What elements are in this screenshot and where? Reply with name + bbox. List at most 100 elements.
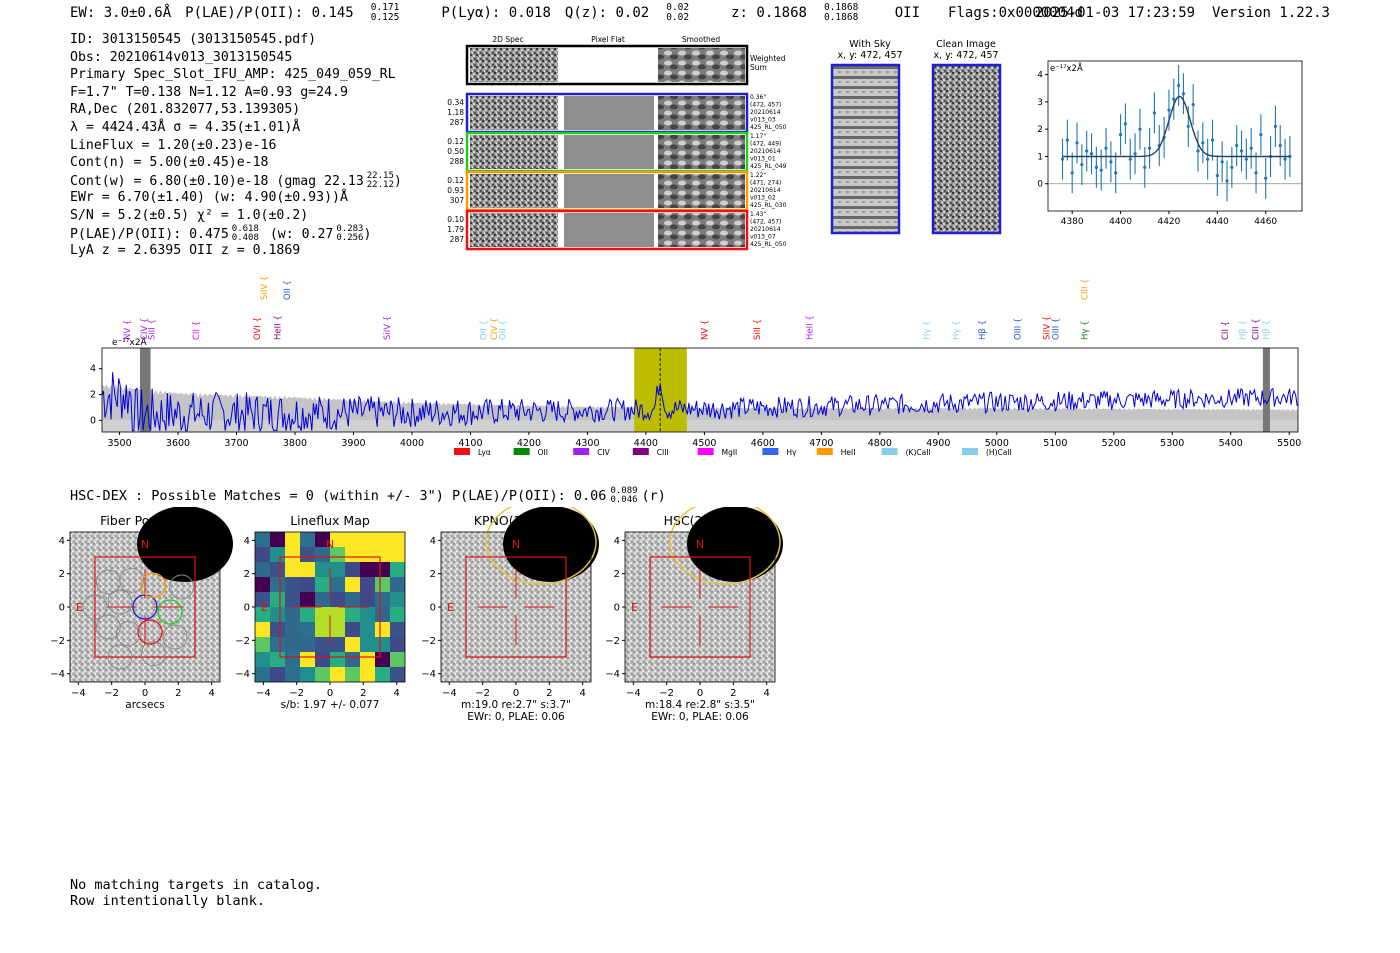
emission-line-label: NV { xyxy=(700,320,710,340)
flux-map-cell xyxy=(360,637,375,652)
zoom-point xyxy=(1273,124,1277,129)
emission-line-label: OII { xyxy=(499,320,509,340)
flux-map-cell xyxy=(330,592,345,607)
info-obs: Obs: 20210614v013_3013150545 xyxy=(70,49,293,65)
flux-map-cell xyxy=(315,547,330,562)
flux-map-cell xyxy=(285,652,300,667)
flux-map-cell xyxy=(360,667,375,682)
zoom-fit-curve xyxy=(1062,95,1290,158)
zoom-point xyxy=(1133,152,1137,156)
flux-map-cell xyxy=(390,577,405,592)
emission-line-label: Hγ { xyxy=(923,320,933,340)
flux-map-cell xyxy=(375,562,390,577)
zoom-point xyxy=(1177,83,1181,88)
emission-line-text: CIV { xyxy=(140,318,150,340)
flux-map-cell xyxy=(255,622,270,637)
source-ellipse xyxy=(485,507,597,585)
emission-line-text: NV { xyxy=(123,320,133,340)
emission-line-label: SiII { xyxy=(148,319,158,340)
flux-map-cell xyxy=(285,667,300,682)
flux-map-cell xyxy=(345,547,360,562)
zoom-ytick-label: 4 xyxy=(1037,71,1043,81)
emission-line-label: CIV { xyxy=(490,318,500,340)
panel-xtick-label: 4 xyxy=(579,688,585,699)
panel-xtick-label: 2 xyxy=(546,688,552,699)
cutout-right-value: 1.43" xyxy=(750,211,766,218)
with-sky-xy: x, y: 472, 457 xyxy=(837,50,902,61)
flux-map-cell xyxy=(285,607,300,622)
panel-xtick-label: 4 xyxy=(208,688,214,699)
aperture-box xyxy=(465,556,567,658)
timestamp: 2025-01-03 17:23:59 Version 1.22.3 xyxy=(1034,5,1330,21)
emission-line-text: CII { xyxy=(192,321,202,340)
with-sky-title: With Sky xyxy=(849,39,891,50)
panel-ytick-label: 2 xyxy=(614,569,620,580)
legend-swatch xyxy=(573,448,590,455)
flux-map-cell xyxy=(270,622,285,637)
info-plae: P(LAE)/P(OII): 0.475 0.618 0.408 (w: 0.27 0… xyxy=(70,223,372,243)
north-marker: N xyxy=(141,538,149,551)
panel-xtick-label: 4 xyxy=(393,688,399,699)
zoom-point xyxy=(1104,146,1108,150)
flux-map-cell xyxy=(375,577,390,592)
flux-map-cell xyxy=(300,532,315,547)
emission-line-label: CII { xyxy=(192,321,202,340)
east-marker: E xyxy=(447,601,454,614)
emission-line-label: SiII { xyxy=(753,319,763,340)
zoom-point xyxy=(1099,168,1103,172)
north-marker: N xyxy=(512,538,520,551)
flux-map-cell xyxy=(330,547,345,562)
emission-line-label: SiIV { xyxy=(260,276,270,300)
cutout-flat-image xyxy=(564,96,654,130)
spectrum-xtick-label: 5300 xyxy=(1160,438,1184,449)
panel-subtitle: EWr: 0, PLAE: 0.06 xyxy=(467,711,565,723)
flux-map-cell xyxy=(270,592,285,607)
fiber-circle xyxy=(140,572,166,598)
emission-line-text: Hβ { xyxy=(978,320,988,340)
flux-map-cell xyxy=(360,562,375,577)
emission-line-text: SiIV { xyxy=(260,276,270,300)
cutout-right-value: v013_01 xyxy=(750,156,776,163)
zoom-point xyxy=(1167,108,1171,112)
flux-map-cell xyxy=(270,577,285,592)
panel-xtick-label: −2 xyxy=(289,688,304,699)
east-marker: E xyxy=(631,601,638,614)
flux-map-cell xyxy=(330,622,345,637)
cutout-smooth-image xyxy=(658,96,745,130)
cutout-right-value: 1.22" xyxy=(750,172,766,179)
spectrum-xtick-label: 5200 xyxy=(1102,438,1126,449)
flux-map-cell xyxy=(255,562,270,577)
fiber-circle xyxy=(140,641,166,667)
panel-ytick-label: 4 xyxy=(614,536,620,547)
noise-envelope xyxy=(102,384,1298,421)
info-contw: Cont(w) = 6.80(±0.10)e-18 (gmag 22.13 22.… xyxy=(70,170,402,190)
spectrum-xtick-label: 5000 xyxy=(985,438,1009,449)
zoom-xtick-label: 4420 xyxy=(1157,217,1180,227)
flux-map-cell xyxy=(270,607,285,622)
flux-map-cell xyxy=(345,532,360,547)
aperture-box xyxy=(94,556,196,658)
legend-swatch xyxy=(881,448,898,455)
flux-map-cell xyxy=(315,652,330,667)
flux-map-cell xyxy=(330,637,345,652)
panel-ytick-label: −4 xyxy=(235,669,250,680)
spectrum-xtick-label: 4700 xyxy=(809,438,833,449)
panel-ytick-label: −2 xyxy=(421,636,436,647)
spectrum-xtick-label: 4200 xyxy=(517,438,541,449)
emission-line-text: Hγ { xyxy=(952,320,962,340)
fiber-circle xyxy=(95,569,121,595)
flux-map-cell xyxy=(255,577,270,592)
flux-map-cell xyxy=(345,637,360,652)
cutout-right-value: 425_RL_049 xyxy=(750,163,787,170)
emission-line-label: HeII { xyxy=(806,315,816,340)
panel-ytick-label: −2 xyxy=(235,636,250,647)
zoom-xtick-label: 4400 xyxy=(1109,217,1132,227)
flux-map-cell xyxy=(285,562,300,577)
cutout-right-value: 1.17" xyxy=(750,133,766,140)
flux-map-cell xyxy=(270,652,285,667)
legend-swatch xyxy=(762,448,779,455)
cutout-right-value: 425_RL_050 xyxy=(750,124,787,131)
zoom-point xyxy=(1172,97,1176,101)
